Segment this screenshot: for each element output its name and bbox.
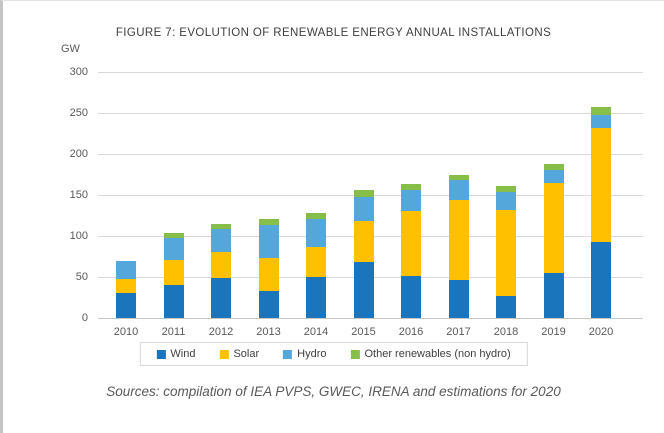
bar-segment-2012-solar xyxy=(211,252,231,278)
x-tick-label-2014: 2014 xyxy=(303,326,329,338)
y-tick-label-200: 200 xyxy=(69,148,88,160)
bar-segment-2018-solar xyxy=(496,209,516,296)
y-tick-label-100: 100 xyxy=(69,230,88,242)
gridline-0 xyxy=(98,317,643,319)
x-tick-label-2018: 2018 xyxy=(493,326,519,338)
bar-segment-2017-wind xyxy=(448,280,469,318)
gridline-300 xyxy=(98,71,643,73)
x-tick-label-2019: 2019 xyxy=(541,326,566,338)
y-tick-label-0: 0 xyxy=(81,312,88,324)
x-tick-label-2020: 2020 xyxy=(588,326,614,338)
bar-segment-2015-other xyxy=(353,190,374,198)
bar-segment-2014-hydro xyxy=(306,218,326,247)
legend-label: Solar xyxy=(233,348,260,360)
bar-segment-2020-other xyxy=(591,107,611,115)
chart-title: FIGURE 7: EVOLUTION OF RENEWABLE ENERGY … xyxy=(115,27,552,39)
bar-segment-2011-other xyxy=(163,232,184,238)
bar-segment-2019-other xyxy=(543,163,564,170)
chart-legend: Wind Solar Hydro Other renewables (non hydr… xyxy=(139,342,528,366)
x-tick-label-2012: 2012 xyxy=(208,326,234,338)
legend-swatch-icon xyxy=(283,349,293,359)
plot-area: 0 50 100 150 200 250 300 2010 2011 2012 2013 2014 20… xyxy=(70,66,643,338)
legend-swatch-icon xyxy=(156,349,166,359)
y-tick-label-250: 250 xyxy=(69,107,88,119)
bar-segment-2011-solar xyxy=(163,259,184,286)
legend-swatch-icon xyxy=(350,349,360,359)
bar-segment-2013-solar xyxy=(258,258,279,291)
bar-segment-2012-wind xyxy=(211,277,231,318)
gridline-250 xyxy=(98,112,643,114)
x-tick-label-2011: 2011 xyxy=(161,326,186,338)
bar-segment-2020-wind xyxy=(591,241,611,318)
bar-segment-2019-hydro xyxy=(543,169,564,183)
bar-segment-2016-solar xyxy=(401,211,421,277)
bar-segment-2017-solar xyxy=(448,199,469,281)
bar-segment-2019-wind xyxy=(543,272,564,318)
x-tick-label-2010: 2010 xyxy=(113,326,139,338)
legend-item-solar: Solar xyxy=(219,348,259,360)
y-tick-label-50: 50 xyxy=(75,271,88,283)
y-tick-label-150: 150 xyxy=(69,189,88,201)
legend-item-wind: Wind xyxy=(156,348,195,360)
bar-segment-2017-other xyxy=(448,175,469,181)
bar-segment-2010-solar xyxy=(116,279,136,294)
bar-segment-2010-wind xyxy=(116,293,136,318)
source-caption: Sources: compilation of IEA PVPS, GWEC, … xyxy=(106,384,561,399)
legend-item-other: Other renewables (non hydro) xyxy=(350,348,511,360)
x-tick-label-2015: 2015 xyxy=(351,326,376,338)
x-tick-label-2016: 2016 xyxy=(398,326,424,338)
legend-label: Other renewables (non hydro) xyxy=(364,348,511,360)
bar-segment-2015-solar xyxy=(353,221,374,263)
bar-segment-2016-hydro xyxy=(401,190,421,212)
bar-segment-2016-wind xyxy=(401,276,421,318)
bar-segment-2018-wind xyxy=(496,295,516,318)
x-tick-label-2017: 2017 xyxy=(446,326,471,338)
bar-segment-2012-other xyxy=(211,223,231,229)
bar-segment-2020-solar xyxy=(591,127,611,242)
bar-segment-2017-hydro xyxy=(448,180,469,200)
bar-segment-2010-hydro xyxy=(116,260,136,280)
legend-label: Hydro xyxy=(297,348,327,360)
bar-segment-2020-hydro xyxy=(591,114,611,128)
bar-segment-2019-solar xyxy=(543,182,564,273)
y-tick-label-300: 300 xyxy=(69,66,88,78)
legend-item-hydro: Hydro xyxy=(283,348,326,360)
bar-segment-2011-hydro xyxy=(163,237,184,260)
bar-segment-2012-hydro xyxy=(211,228,231,253)
bar-segment-2011-wind xyxy=(163,285,184,318)
bar-segment-2018-other xyxy=(496,186,516,192)
legend-swatch-icon xyxy=(219,349,229,359)
bar-segment-2015-wind xyxy=(353,262,374,318)
bar-segment-2014-other xyxy=(306,213,326,219)
legend-label: Wind xyxy=(170,348,196,360)
bar-segment-2018-hydro xyxy=(496,191,516,210)
gridline-200 xyxy=(98,153,643,155)
bar-segment-2013-hydro xyxy=(258,225,279,259)
bar-segment-2013-wind xyxy=(258,290,279,318)
y-axis-unit-label: GW xyxy=(61,43,80,55)
bar-segment-2015-hydro xyxy=(353,197,374,222)
x-tick-label-2013: 2013 xyxy=(256,326,281,338)
bar-segment-2016-other xyxy=(401,183,421,191)
bar-segment-2014-wind xyxy=(306,277,326,318)
bar-segment-2014-solar xyxy=(306,246,326,277)
bar-segment-2013-other xyxy=(258,218,279,226)
